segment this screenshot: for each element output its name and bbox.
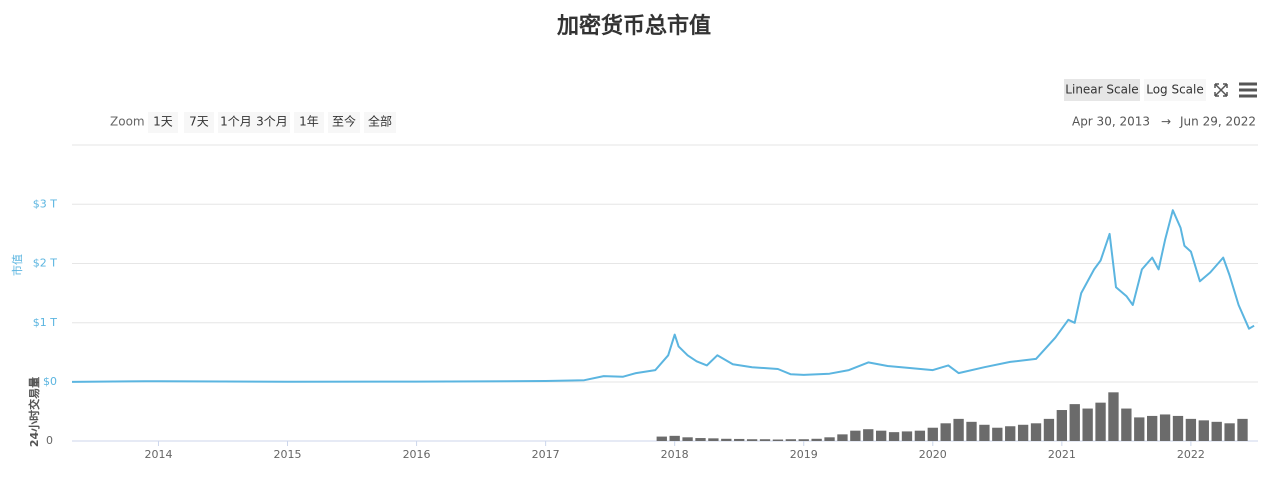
volume-bar <box>940 423 951 441</box>
x-tick-label: 2017 <box>532 448 560 461</box>
volume-bar <box>888 432 900 441</box>
volume-bar <box>863 429 874 441</box>
zoom-button[interactable] <box>184 112 214 133</box>
zoom-button-label[interactable]: 7天 <box>189 115 209 129</box>
y-tick-label: $1 T <box>33 316 57 329</box>
x-tick-label: 2022 <box>1177 448 1205 461</box>
range-arrow: → <box>1161 115 1171 129</box>
zoom-button[interactable] <box>328 112 360 133</box>
volume-bar <box>1030 423 1042 441</box>
volume-bar <box>1198 420 1209 441</box>
zoom-button[interactable] <box>148 112 178 133</box>
market-cap-line <box>71 209 1255 383</box>
volume-bar <box>1082 408 1093 441</box>
volume-bar <box>1134 417 1145 441</box>
y2-axis-title: 24小时交易量 <box>27 377 41 447</box>
volume-bar <box>721 438 732 441</box>
volume-bar <box>1069 404 1080 441</box>
volume-bar <box>785 439 796 441</box>
zoom-button-label[interactable]: 全部 <box>368 114 392 129</box>
volume-bar <box>798 439 809 441</box>
zoom-button[interactable] <box>254 112 290 133</box>
volume-bar <box>746 439 758 441</box>
volume-bar <box>1121 408 1132 441</box>
zoom-button-label[interactable]: 至今 <box>332 114 356 129</box>
volume-bar <box>772 439 784 441</box>
x-tick-label: 2014 <box>144 448 172 461</box>
volume-bar <box>979 424 990 441</box>
y-tick-label: $3 T <box>33 197 57 210</box>
volume-bar <box>682 437 693 441</box>
volume-bar <box>1056 410 1068 441</box>
date-to[interactable]: Jun 29, 2022 <box>1179 115 1256 129</box>
volume-bar <box>1005 426 1016 441</box>
scale-button[interactable] <box>1144 79 1206 101</box>
zoom-button-label[interactable]: 3个月 <box>256 115 288 129</box>
y-tick-label: $0 <box>43 375 57 388</box>
volume-bar <box>656 436 667 441</box>
volume-bar <box>1017 424 1029 441</box>
zoom-button-label[interactable]: 1个月 <box>220 115 252 129</box>
y2-tick-label: 0 <box>46 434 53 447</box>
volume-bar <box>966 421 977 441</box>
volume-bar <box>1185 418 1197 441</box>
y-axis-title: 市值 <box>10 254 24 276</box>
volume-bar <box>953 418 964 441</box>
zoom-button-label[interactable]: 1年 <box>299 115 319 129</box>
volume-bar <box>669 435 680 441</box>
x-tick-label: 2018 <box>661 448 689 461</box>
volume-bar <box>1147 415 1158 441</box>
scale-button[interactable] <box>1064 79 1140 101</box>
scale-button-label[interactable]: Log Scale <box>1146 83 1204 97</box>
volume-bar <box>1224 423 1235 441</box>
x-tick-label: 2016 <box>403 448 431 461</box>
zoom-button[interactable] <box>364 112 396 133</box>
chart-title: 加密货币总市值 <box>556 13 711 39</box>
fullscreen-icon[interactable] <box>1214 83 1228 97</box>
zoom-button[interactable] <box>294 112 324 133</box>
scale-button-label[interactable]: Linear Scale <box>1065 83 1138 97</box>
volume-bar <box>824 437 835 441</box>
zoom-button-label[interactable]: 1天 <box>153 115 173 129</box>
volume-bar <box>901 431 913 441</box>
volume-bar <box>734 438 745 441</box>
volume-bar <box>759 439 771 441</box>
x-tick-label: 2021 <box>1048 448 1076 461</box>
volume-bar <box>927 427 938 441</box>
volume-bar <box>992 427 1003 441</box>
volume-bar <box>1095 402 1106 441</box>
date-from[interactable]: Apr 30, 2013 <box>1072 115 1150 129</box>
volume-bar <box>876 430 887 441</box>
x-tick-label: 2020 <box>919 448 947 461</box>
volume-bar <box>695 438 706 441</box>
volume-bar <box>1108 392 1119 441</box>
volume-bar <box>1237 418 1248 441</box>
volume-bar <box>1211 421 1222 441</box>
volume-bar <box>1043 418 1055 441</box>
x-tick-label: 2015 <box>274 448 302 461</box>
volume-bar <box>914 430 926 441</box>
zoom-button[interactable] <box>218 112 254 133</box>
x-tick-label: 2019 <box>790 448 818 461</box>
volume-bar <box>850 430 861 441</box>
volume-bar <box>1159 414 1171 441</box>
volume-bar <box>1172 415 1184 441</box>
volume-bar <box>811 438 822 441</box>
y-tick-label: $2 T <box>33 257 57 270</box>
volume-bar <box>837 434 848 441</box>
menu-icon[interactable] <box>1239 82 1257 98</box>
zoom-label: Zoom <box>110 115 145 129</box>
volume-bar <box>708 438 719 441</box>
